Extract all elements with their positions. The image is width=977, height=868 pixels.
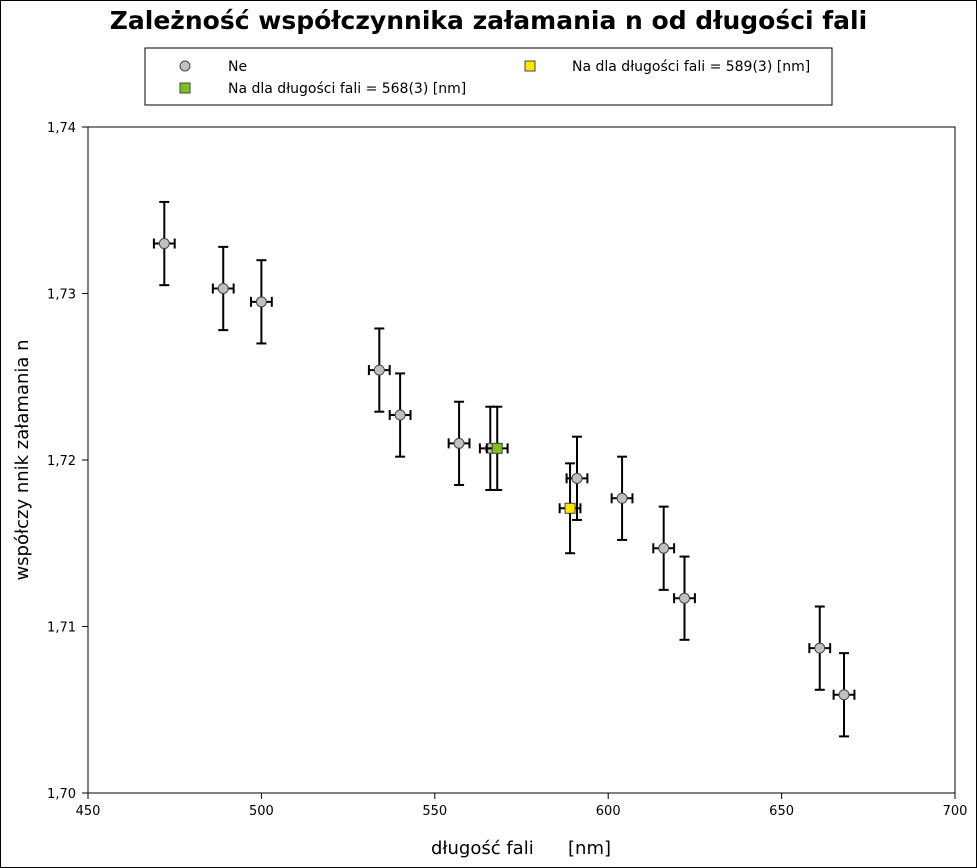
legend-marker	[179, 82, 191, 94]
y-tick-label: 1,72	[47, 454, 76, 469]
data-point	[453, 437, 465, 449]
data-marks	[152, 200, 856, 738]
data-point	[678, 592, 690, 604]
data-point	[217, 283, 229, 295]
legend-box	[144, 47, 833, 106]
legend-label: Ne	[228, 59, 247, 75]
data-point	[616, 492, 628, 504]
x-axis: 450 500 550 600 650 700	[76, 793, 968, 819]
x-tick-label: 550	[422, 804, 447, 819]
data-point	[658, 542, 670, 554]
x-tick-label: 700	[943, 804, 968, 819]
data-point	[564, 502, 576, 514]
x-axis-title: długość fali [nm]	[431, 838, 611, 859]
legend: Ne Na dla długości fali = 568(3) [nm] Na d…	[144, 47, 833, 106]
x-tick-label: 500	[249, 804, 274, 819]
y-axis: 1,70 1,71 1,72 1,73 1,74	[47, 121, 88, 802]
chart-title: Zależność współczynnika załamania n od d…	[109, 6, 868, 35]
series-1	[485, 405, 509, 491]
data-point	[255, 296, 267, 308]
legend-label: Na dla długości fali = 568(3) [nm]	[228, 81, 466, 97]
data-point	[158, 238, 170, 250]
legend-label: Na dla długości fali = 589(3) [nm]	[572, 59, 810, 75]
data-point	[838, 689, 850, 701]
x-tick-label: 600	[596, 804, 621, 819]
data-point	[491, 442, 503, 454]
x-tick-label: 650	[769, 804, 794, 819]
series-0	[152, 200, 856, 738]
data-point	[373, 364, 385, 376]
y-tick-label: 1,70	[47, 787, 76, 802]
legend-marker	[524, 60, 536, 72]
x-tick-label: 450	[76, 804, 101, 819]
data-point	[571, 472, 583, 484]
legend-marker	[179, 60, 191, 72]
y-tick-label: 1,71	[47, 621, 76, 636]
y-tick-label: 1,74	[47, 121, 76, 136]
data-point	[394, 409, 406, 421]
y-axis-title: współczy nnik załamania n	[12, 339, 33, 580]
y-tick-label: 1,73	[47, 288, 76, 303]
series-2	[558, 462, 582, 555]
data-point	[814, 642, 826, 654]
plot-area	[87, 126, 956, 794]
